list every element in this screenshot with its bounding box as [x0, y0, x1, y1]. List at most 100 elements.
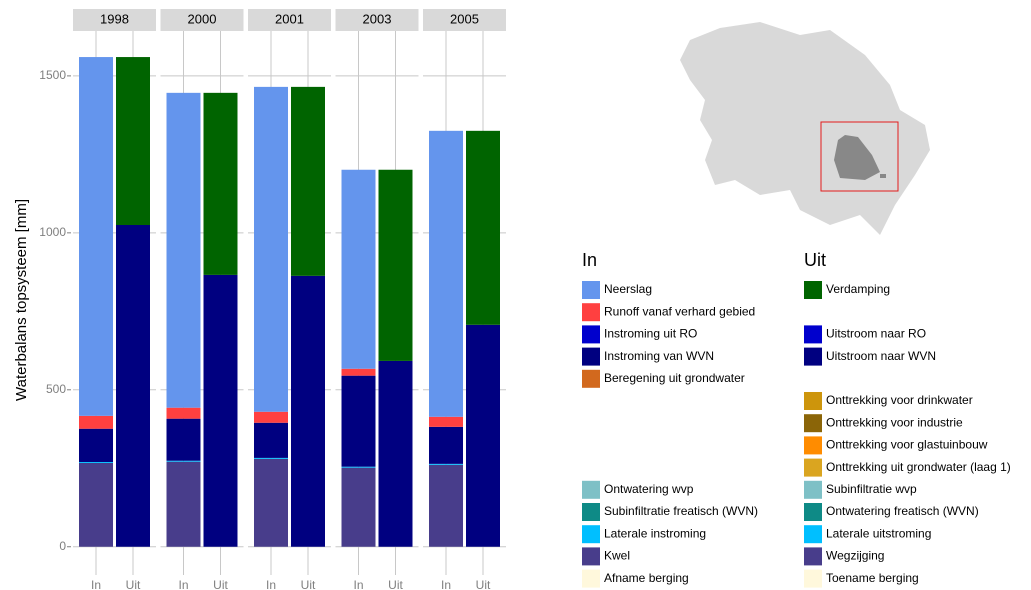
- legend-swatch: [804, 392, 822, 410]
- map-region: [680, 22, 930, 235]
- bar-segment: [166, 407, 201, 419]
- bar-segment: [79, 415, 113, 429]
- bar-segment: [429, 464, 463, 547]
- legend-label: Onttrekking uit grondwater (laag 1): [826, 460, 1011, 474]
- legend-swatch: [582, 303, 600, 322]
- legend-label: Subinfiltratie freatisch (WVN): [604, 504, 758, 518]
- legend-label: Toename berging: [826, 571, 919, 585]
- legend-swatch: [582, 347, 600, 366]
- legend-label: Wegzijging: [826, 549, 884, 563]
- legend-swatch: [804, 458, 822, 477]
- x-tick-label: Uit: [476, 578, 491, 590]
- bar-segment: [341, 466, 376, 468]
- legend-label: Laterale uitstroming: [826, 526, 931, 540]
- facet-strip: [160, 9, 244, 31]
- x-tick-label: In: [91, 578, 101, 590]
- bar-segment: [203, 92, 238, 275]
- legend-label: Laterale instroming: [604, 526, 706, 540]
- legend-label: Afname berging: [604, 571, 689, 585]
- facet-strip: [335, 9, 419, 31]
- legend-label: Beregening uit grondwater: [604, 371, 745, 385]
- legend-label: Instroming van WVN: [604, 349, 714, 363]
- bar-segment: [341, 169, 376, 369]
- facet-label: 2001: [275, 11, 304, 26]
- legend-swatch: [582, 569, 600, 588]
- legend-swatch: [804, 569, 822, 588]
- bar-segment: [254, 411, 288, 423]
- map-frame: [820, 121, 899, 192]
- map-selection: [834, 135, 880, 180]
- bar-segment: [203, 274, 238, 547]
- bar-segment: [341, 368, 376, 376]
- x-tick-label: In: [178, 578, 188, 590]
- legend-label: Ontwatering freatisch (WVN): [826, 504, 979, 518]
- bar-segment: [378, 360, 413, 547]
- legend-label: Ontwatering wvp: [604, 482, 694, 496]
- map: [680, 22, 930, 235]
- legend-swatch: [804, 547, 822, 566]
- bar-segment: [79, 462, 113, 547]
- bar-segment: [429, 416, 463, 427]
- bar-segment: [341, 467, 376, 547]
- facet-label: 2000: [188, 11, 217, 26]
- x-tick-label: Uit: [301, 578, 316, 590]
- bar-segment: [466, 130, 500, 325]
- legend-swatch: [804, 347, 822, 366]
- map-selection-dot: [880, 174, 886, 178]
- legend-swatch: [804, 281, 822, 299]
- bar-segment: [166, 418, 201, 461]
- x-tick-label: In: [353, 578, 363, 590]
- x-tick-label: In: [441, 578, 451, 590]
- facet-label: 2005: [450, 11, 479, 26]
- bar-segment: [429, 130, 463, 417]
- legend-swatch: [582, 325, 600, 344]
- x-tick-label: Uit: [388, 578, 403, 590]
- bar-segment: [166, 461, 201, 547]
- facet-label: 1998: [100, 11, 129, 26]
- legend-label: Uitstroom naar WVN: [826, 349, 936, 363]
- bar-segment: [291, 86, 325, 276]
- bar-segment: [254, 422, 288, 458]
- legend-swatch: [804, 325, 822, 344]
- bar-segment: [466, 324, 500, 547]
- y-tick-label: 0: [59, 539, 66, 553]
- x-tick-label: Uit: [213, 578, 228, 590]
- bar-segment: [79, 461, 113, 463]
- y-axis-label: Waterbalans topsysteem [mm]: [13, 199, 30, 401]
- legend-label: Runoff vanaf verhard gebied: [604, 304, 755, 318]
- legend-swatch: [582, 503, 600, 521]
- legend-label: Onttrekking voor industrie: [826, 415, 963, 429]
- bar-segment: [166, 460, 201, 462]
- legend-label: Onttrekking voor glastuinbouw: [826, 438, 988, 452]
- x-tick-label: In: [266, 578, 276, 590]
- legend-label: Neerslag: [604, 282, 652, 296]
- bar-segment: [116, 57, 150, 225]
- legend-swatch: [582, 480, 600, 499]
- legend-swatch: [804, 525, 822, 544]
- legend-swatch: [804, 503, 822, 521]
- legend-label: Subinfiltratie wvp: [826, 482, 917, 496]
- legend-title: In: [582, 250, 597, 270]
- y-tick-label: 1000: [39, 225, 66, 239]
- bar-segment: [429, 426, 463, 464]
- x-tick-label: Uit: [126, 578, 141, 590]
- bar-segment: [291, 275, 325, 547]
- facet-strip: [73, 9, 156, 31]
- legend-swatch: [582, 525, 600, 544]
- y-tick-label: 1500: [39, 68, 66, 82]
- bar-segment: [79, 57, 113, 416]
- legend-label: Uitstroom naar RO: [826, 327, 926, 341]
- bar-segment: [166, 92, 201, 408]
- facet-label: 2003: [363, 11, 392, 26]
- facet-strip: [248, 9, 331, 31]
- legend-swatch: [582, 281, 600, 299]
- bar-segment: [254, 86, 288, 412]
- bar-segment: [79, 428, 113, 462]
- legend-swatch: [804, 414, 822, 433]
- legend-swatch: [582, 369, 600, 388]
- facet-strip: [423, 9, 506, 31]
- bar-segment: [116, 224, 150, 547]
- bar-segment: [378, 169, 413, 361]
- legend-label: Verdamping: [826, 282, 890, 296]
- legend-swatch: [582, 547, 600, 566]
